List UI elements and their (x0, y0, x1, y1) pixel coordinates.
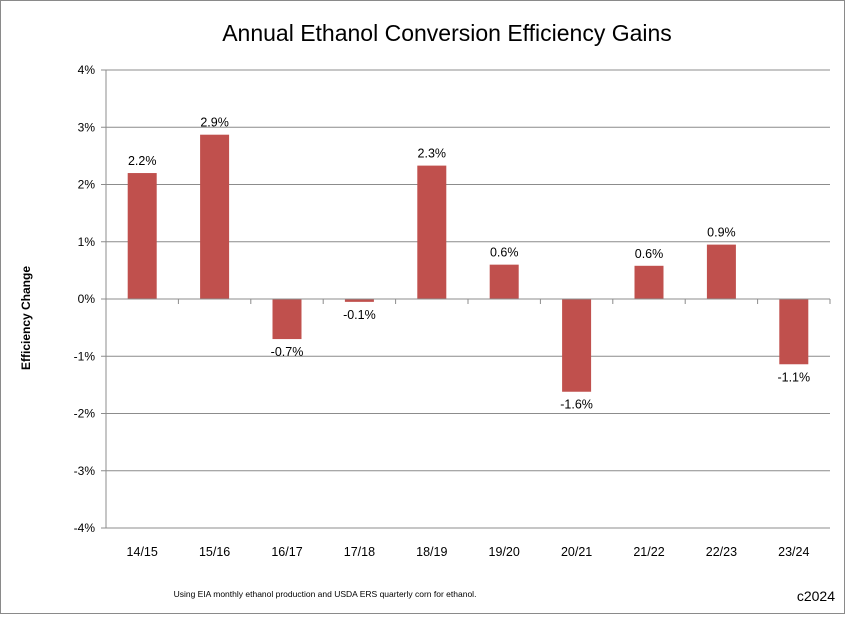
x-tick-label: 18/19 (416, 545, 447, 559)
data-label: 2.3% (418, 147, 447, 161)
data-label: 0.6% (490, 246, 519, 260)
data-label: -0.7% (271, 345, 304, 359)
y-axis-ticks: 4% 3% 2% 1% 0% -1% -2% -3% -4% (74, 63, 107, 535)
y-tick-label: 0% (78, 292, 96, 306)
bar (634, 265, 664, 299)
data-label: 0.9% (707, 226, 736, 240)
bar (127, 173, 157, 299)
y-tick-label: -4% (74, 521, 96, 535)
copyright: c2024 (797, 588, 835, 604)
data-label: -0.1% (343, 308, 376, 322)
x-axis (105, 298, 831, 304)
x-tick-label: 22/23 (706, 545, 737, 559)
bar (489, 264, 519, 299)
y-tick-label: -3% (74, 464, 96, 478)
x-axis-ticks: 14/15 15/16 16/17 17/18 18/19 19/20 20/21 21/22… (127, 545, 810, 559)
data-label: -1.6% (560, 398, 593, 412)
bar (779, 299, 809, 365)
y-tick-label: -1% (74, 349, 96, 363)
data-labels: 2.2% 2.9% -0.7% -0.1% 2.3% 0.6% -1.6% 0.6% 0.9% -… (128, 116, 810, 412)
x-tick-label: 19/20 (489, 545, 520, 559)
x-tick-label: 14/15 (127, 545, 158, 559)
bar (200, 134, 230, 299)
chart-title: Annual Ethanol Conversion Efficiency Gai… (222, 20, 672, 46)
x-tick-label: 21/22 (633, 545, 664, 559)
data-label: 0.6% (635, 247, 664, 261)
x-tick-label: 15/16 (199, 545, 230, 559)
bar (562, 299, 592, 392)
data-label: -1.1% (777, 370, 810, 384)
y-tick-label: 4% (78, 63, 96, 77)
bars (127, 134, 809, 392)
x-tick-label: 23/24 (778, 545, 809, 559)
bar (272, 299, 302, 340)
x-tick-label: 20/21 (561, 545, 592, 559)
data-label: 2.2% (128, 154, 157, 168)
y-axis-label: Efficiency Change (19, 266, 33, 370)
y-tick-label: 2% (78, 178, 96, 192)
y-tick-label: 3% (78, 120, 96, 134)
y-tick-label: -2% (74, 407, 96, 421)
bar (344, 299, 374, 302)
x-tick-label: 16/17 (271, 545, 302, 559)
y-tick-label: 1% (78, 235, 96, 249)
data-label: 2.9% (200, 116, 229, 130)
footnote: Using EIA monthly ethanol production and… (174, 589, 477, 599)
bar (706, 244, 736, 299)
x-tick-label: 17/18 (344, 545, 375, 559)
bar (417, 165, 447, 299)
